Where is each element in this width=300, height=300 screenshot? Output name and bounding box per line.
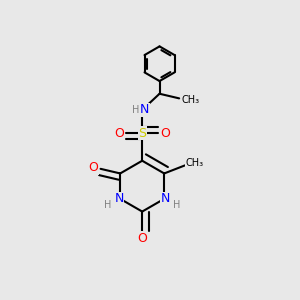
Text: O: O: [89, 161, 99, 174]
Text: CH₃: CH₃: [185, 158, 203, 168]
Text: N: N: [114, 192, 124, 206]
Text: O: O: [137, 232, 147, 244]
Text: N: N: [140, 103, 149, 116]
Text: H: H: [173, 200, 181, 210]
Text: CH₃: CH₃: [182, 94, 200, 104]
Text: H: H: [132, 105, 139, 115]
Text: O: O: [160, 127, 170, 140]
Text: N: N: [161, 192, 170, 206]
Text: O: O: [114, 127, 124, 140]
Text: H: H: [104, 200, 111, 210]
Text: S: S: [138, 127, 146, 140]
